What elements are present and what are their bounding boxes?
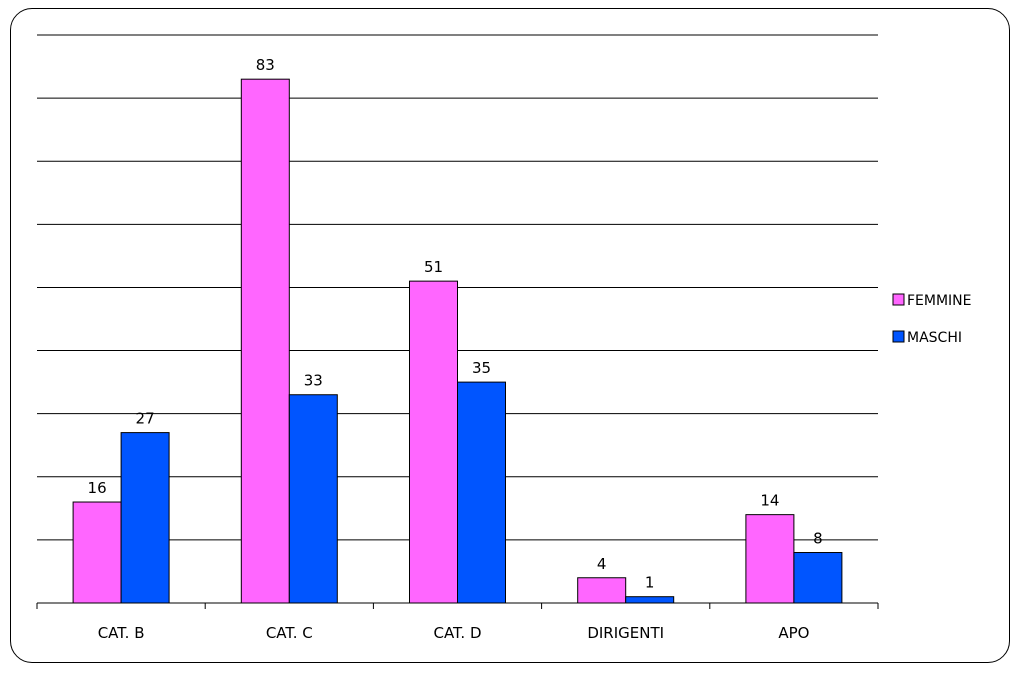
data-label: 35	[472, 359, 491, 377]
data-label: 1	[645, 574, 655, 592]
bar-femmine-0	[72, 501, 122, 604]
bar-femmine-3	[577, 577, 627, 604]
legend-label-femmine: FEMMINE	[907, 293, 972, 309]
bars	[72, 78, 843, 604]
bar-maschi-1	[288, 394, 338, 604]
x-tick-label: CAT. C	[266, 624, 313, 642]
data-label: 14	[760, 492, 779, 510]
legend-swatch-maschi	[892, 330, 905, 343]
bar-femmine-4	[745, 514, 795, 604]
x-axis: CAT. B CAT. C CAT. D DIRIGENTI APO	[36, 602, 879, 642]
x-tick-label: CAT. D	[433, 624, 481, 642]
bar-maschi-2	[457, 381, 506, 604]
x-tick-label: DIRIGENTI	[587, 624, 664, 642]
chart-frame	[10, 8, 1010, 663]
bar-maschi-3	[625, 596, 675, 604]
bar-femmine-2	[409, 280, 458, 604]
gridlines	[37, 34, 878, 541]
legend-label-maschi: MASCHI	[907, 330, 962, 346]
x-tick-label: CAT. B	[98, 624, 145, 642]
data-label: 16	[88, 479, 107, 497]
data-label: 8	[813, 530, 823, 548]
data-label: 83	[256, 56, 275, 74]
legend-swatch-femmine	[892, 293, 905, 306]
data-label: 33	[304, 372, 323, 390]
x-tick-label: APO	[778, 624, 809, 642]
data-labels: 16 27 83 33 51 35 4 1 14 8	[88, 56, 823, 592]
data-label: 27	[136, 410, 155, 428]
data-label: 4	[597, 555, 607, 573]
bar-maschi-4	[793, 552, 843, 604]
bar-femmine-1	[240, 78, 290, 604]
legend: FEMMINE MASCHI	[892, 293, 972, 346]
bar-maschi-0	[120, 432, 170, 604]
data-label: 51	[424, 258, 443, 276]
